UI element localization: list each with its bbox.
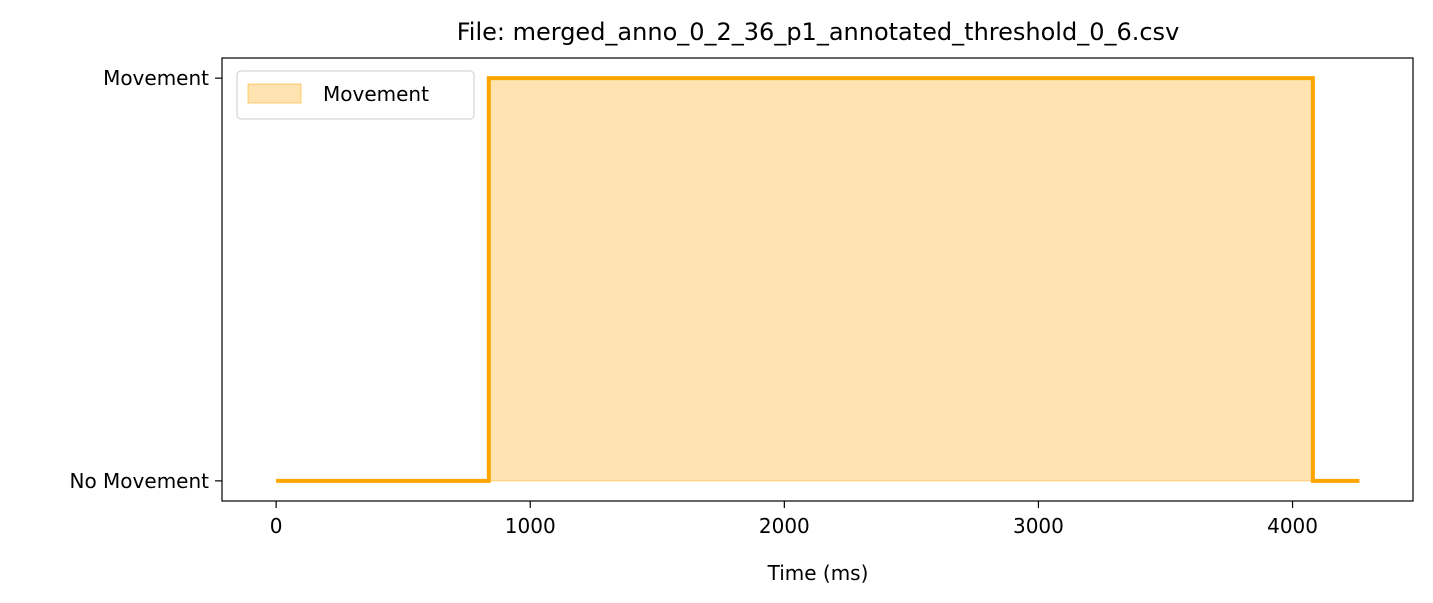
y-axis-ticks: No Movement Movement xyxy=(70,66,222,493)
x-axis-label: Time (ms) xyxy=(767,561,869,585)
legend-label-movement: Movement xyxy=(323,82,429,106)
chart-title: File: merged_anno_0_2_36_p1_annotated_th… xyxy=(457,18,1180,46)
legend: Movement xyxy=(236,70,475,120)
x-tick-label: 3000 xyxy=(1013,514,1064,538)
x-tick-label: 1000 xyxy=(505,514,556,538)
y-tick-label: Movement xyxy=(103,66,209,90)
x-axis-ticks: 0 1000 2000 3000 4000 xyxy=(270,501,1318,538)
legend-box xyxy=(236,70,475,120)
x-tick-label: 2000 xyxy=(759,514,810,538)
x-tick-label: 4000 xyxy=(1267,514,1318,538)
series-line-0 xyxy=(276,76,1360,483)
x-tick-label: 0 xyxy=(270,514,283,538)
series-line-layer xyxy=(276,76,1360,483)
legend-swatch-movement xyxy=(247,83,302,104)
y-tick-label: No Movement xyxy=(70,469,210,493)
plot-frame xyxy=(221,57,1414,502)
